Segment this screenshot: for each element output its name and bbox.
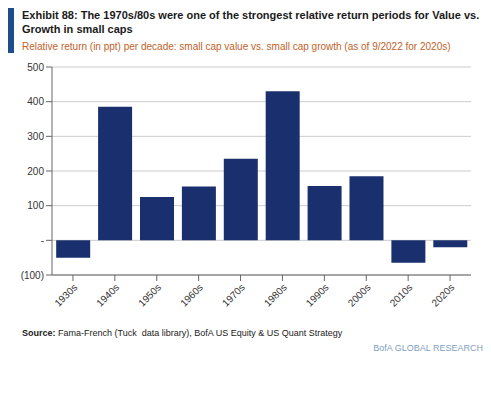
svg-text:1980s: 1980s [262,282,289,309]
svg-text:100: 100 [27,200,44,211]
svg-text:2010s: 2010s [388,282,415,309]
svg-text:200: 200 [27,166,44,177]
svg-text:400: 400 [27,96,44,107]
svg-text:1930s: 1930s [52,282,79,309]
html-text:Source: Fama-French (Tuck data: Source: Fama-French (Tuck data library),… [22,328,343,338]
svg-text:1950s: 1950s [136,282,163,309]
svg-text:1940s: 1940s [94,282,121,309]
svg-text:1990s: 1990s [304,282,331,309]
html-text:Exhibit 88: The 1970s/80s were: Exhibit 88: The 1970s/80s were one of th… [22,9,480,35]
svg-text:-: - [41,235,44,246]
svg-text:500: 500 [27,62,44,73]
svg-text:2020s: 2020s [429,282,456,309]
svg-text:300: 300 [27,131,44,142]
html-text:Relative return (in ppt) per d: Relative return (in ppt) per decade: sma… [22,41,451,52]
svg-text:1970s: 1970s [220,282,247,309]
svg-text:2000s: 2000s [346,282,373,309]
html-text:BofA GLOBAL RESEARCH: BofA GLOBAL RESEARCH [373,343,483,353]
svg-text:1960s: 1960s [178,282,205,309]
svg-text:(100): (100) [21,270,44,281]
